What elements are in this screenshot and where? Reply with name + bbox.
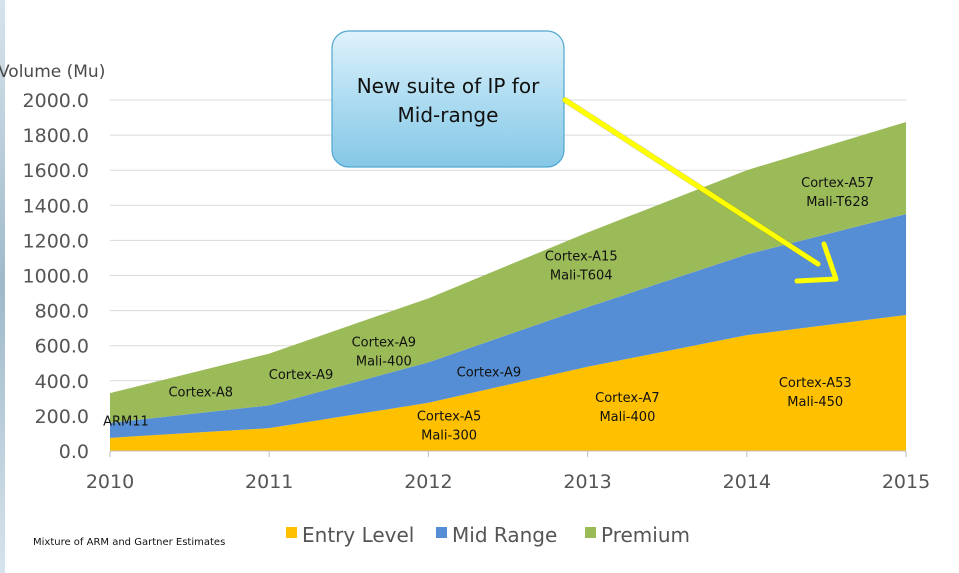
annotation-line: Cortex-A8 [168,386,233,401]
area-annotation: ARM11 [103,415,149,430]
area-annotation: Cortex-A9 Mali-400 [352,336,417,370]
x-tick-label: 2013 [563,471,611,493]
x-tick-label: 2015 [882,471,930,493]
legend: Entry Level Mid Range Premium [286,523,690,547]
callout-arrow-head [794,241,839,284]
annotation-line: Mali-450 [787,395,843,410]
legend-swatch-mid-range [436,527,447,538]
annotation-line: Cortex-A57 [801,176,874,191]
annotation-line: Cortex-A53 [779,376,852,391]
y-tick-label: 1800.0 [23,125,89,147]
x-tick-label: 2011 [245,471,293,493]
annotation-line: Mali-T604 [550,269,613,284]
annotation-line: Cortex-A9 [457,365,522,380]
y-tick-label: 2000.0 [23,90,89,112]
area-entry-level [110,314,906,451]
slide-edge-bar [0,0,5,573]
legend-swatch-entry-level [286,527,297,538]
annotation-line: Mali-400 [599,410,655,425]
area-annotation: Cortex-A57 Mali-T628 [801,176,874,210]
legend-label-premium: Premium [601,523,690,547]
area-labels: ARM11 Cortex-A8 Cortex-A9 Cortex-A9 Mali-400… [103,176,874,443]
annotation-line: Cortex-A15 [545,250,618,265]
area-annotation: Cortex-A9 [269,368,334,383]
annotation-line: ARM11 [103,415,149,430]
annotation-line: Mali-400 [356,355,412,370]
y-tick-label: 1200.0 [23,230,89,252]
legend-label-mid-range: Mid Range [452,523,557,547]
y-tick-label: 1600.0 [23,160,89,182]
area-annotation: Cortex-A9 [457,365,522,380]
callout-line: New suite of IP for [357,74,540,98]
annotation-line: Cortex-A9 [269,368,334,383]
y-tick-label: 600.0 [35,336,89,358]
x-tick-label: 2010 [86,471,134,493]
y-tick-label: 800.0 [35,301,89,323]
callout-box [331,30,565,168]
annotation-line: Mali-T628 [806,195,869,210]
footnote: Mixture of ARM and Gartner Estimates [33,537,225,548]
y-tick-label: 0.0 [59,441,89,463]
annotation-line: Cortex-A5 [417,409,482,424]
x-tick-label: 2012 [404,471,452,493]
y-tick-label: 400.0 [35,371,89,393]
area-annotation: Cortex-A7 Mali-400 [595,391,660,425]
callout-text: New suite of IP for Mid-range [357,74,540,127]
axes: 0.0 200.0 400.0 600.0 800.0 1000.0 1200.0 1400.… [23,90,931,493]
callout-line: Mid-range [398,103,499,127]
callout-arrow-shaft [562,97,821,267]
annotation-line: Cortex-A7 [595,391,660,406]
callout: New suite of IP for Mid-range [331,30,839,284]
area-annotation: Cortex-A8 [168,386,233,401]
y-tick-label: 1400.0 [23,195,89,217]
area-premium [110,121,906,423]
annotation-line: Mali-300 [421,428,477,443]
annotation-line: Cortex-A9 [352,336,417,351]
legend-swatch-premium [585,527,596,538]
y-tick-label: 200.0 [35,406,89,428]
series-areas [110,121,906,451]
area-annotation: Cortex-A15 Mali-T604 [545,250,618,284]
y-axis-title: Volume (Mu) [0,62,105,82]
area-annotation: Cortex-A53 Mali-450 [779,376,852,410]
y-tick-label: 1000.0 [23,266,89,288]
legend-label-entry-level: Entry Level [302,523,414,547]
area-annotation: Cortex-A5 Mali-300 [417,409,482,443]
x-tick-label: 2014 [723,471,771,493]
area-mid-range [110,214,906,438]
